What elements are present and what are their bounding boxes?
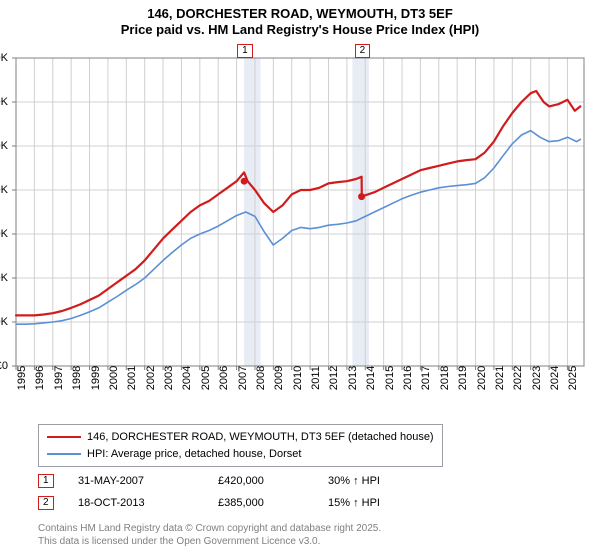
legend-row-1: 146, DORCHESTER ROAD, WEYMOUTH, DT3 5EF … — [47, 429, 434, 446]
x-tick-label: 2012 — [328, 366, 340, 390]
x-tick-label: 2024 — [549, 366, 561, 390]
x-tick-label: 2020 — [476, 366, 488, 390]
title-line-2: Price paid vs. HM Land Registry's House … — [0, 22, 600, 38]
sales-price-1: £420,000 — [218, 475, 328, 487]
y-tick-label: £700K — [0, 52, 8, 64]
x-tick-label: 2004 — [181, 366, 193, 390]
footnote-line-1: Contains HM Land Registry data © Crown c… — [38, 522, 381, 535]
chart-svg — [12, 44, 592, 414]
x-tick-label: 1997 — [53, 366, 65, 390]
legend-swatch-1 — [47, 436, 81, 438]
legend-swatch-2 — [47, 453, 81, 455]
sales-marker-2: 2 — [38, 496, 78, 510]
event-marker-label: 2 — [355, 44, 371, 58]
footnote-line-2: This data is licensed under the Open Gov… — [38, 535, 381, 548]
x-tick-label: 2000 — [108, 366, 120, 390]
sales-delta-1: 30% ↑ HPI — [328, 475, 448, 487]
legend-label-2: HPI: Average price, detached house, Dors… — [87, 446, 301, 463]
x-tick-label: 2019 — [457, 366, 469, 390]
x-tick-label: 2015 — [384, 366, 396, 390]
y-tick-label: £500K — [0, 140, 8, 152]
sales-row-2: 2 18-OCT-2013 £385,000 15% ↑ HPI — [38, 492, 448, 514]
x-tick-label: 2002 — [145, 366, 157, 390]
x-tick-label: 1999 — [90, 366, 102, 390]
chart-area: £0£100K£200K£300K£400K£500K£600K£700K 19… — [12, 44, 592, 414]
footnote: Contains HM Land Registry data © Crown c… — [38, 522, 381, 548]
x-tick-label: 2007 — [237, 366, 249, 390]
legend-box: 146, DORCHESTER ROAD, WEYMOUTH, DT3 5EF … — [38, 424, 443, 467]
x-tick-label: 2008 — [255, 366, 267, 390]
legend-label-1: 146, DORCHESTER ROAD, WEYMOUTH, DT3 5EF … — [87, 429, 434, 446]
sales-delta-2: 15% ↑ HPI — [328, 497, 448, 509]
y-tick-label: £400K — [0, 184, 8, 196]
x-tick-label: 2010 — [292, 366, 304, 390]
sales-date-1: 31-MAY-2007 — [78, 475, 218, 487]
sales-date-2: 18-OCT-2013 — [78, 497, 218, 509]
x-tick-label: 2025 — [567, 366, 579, 390]
x-tick-label: 2022 — [512, 366, 524, 390]
x-tick-label: 2003 — [163, 366, 175, 390]
y-tick-label: £100K — [0, 316, 8, 328]
legend-row-2: HPI: Average price, detached house, Dors… — [47, 446, 434, 463]
x-tick-label: 2013 — [347, 366, 359, 390]
chart-container: 146, DORCHESTER ROAD, WEYMOUTH, DT3 5EF … — [0, 0, 600, 560]
x-tick-label: 2017 — [420, 366, 432, 390]
x-tick-label: 2018 — [439, 366, 451, 390]
x-tick-label: 1998 — [71, 366, 83, 390]
sales-marker-1: 1 — [38, 474, 78, 488]
x-tick-label: 2021 — [494, 366, 506, 390]
sales-price-2: £385,000 — [218, 497, 328, 509]
title-line-1: 146, DORCHESTER ROAD, WEYMOUTH, DT3 5EF — [0, 6, 600, 22]
sales-row-1: 1 31-MAY-2007 £420,000 30% ↑ HPI — [38, 470, 448, 492]
y-tick-label: £200K — [0, 272, 8, 284]
event-marker-label: 1 — [237, 44, 253, 58]
x-tick-label: 2001 — [126, 366, 138, 390]
x-tick-label: 1995 — [16, 366, 28, 390]
y-tick-label: £300K — [0, 228, 8, 240]
x-tick-label: 2011 — [310, 366, 322, 390]
sales-table: 1 31-MAY-2007 £420,000 30% ↑ HPI 2 18-OC… — [38, 470, 448, 514]
x-tick-label: 2009 — [273, 366, 285, 390]
x-tick-label: 1996 — [34, 366, 46, 390]
x-tick-label: 2006 — [218, 366, 230, 390]
title-block: 146, DORCHESTER ROAD, WEYMOUTH, DT3 5EF … — [0, 0, 600, 39]
x-tick-label: 2016 — [402, 366, 414, 390]
y-tick-label: £0 — [0, 360, 8, 372]
x-tick-label: 2023 — [531, 366, 543, 390]
y-tick-label: £600K — [0, 96, 8, 108]
x-tick-label: 2014 — [365, 366, 377, 390]
x-tick-label: 2005 — [200, 366, 212, 390]
